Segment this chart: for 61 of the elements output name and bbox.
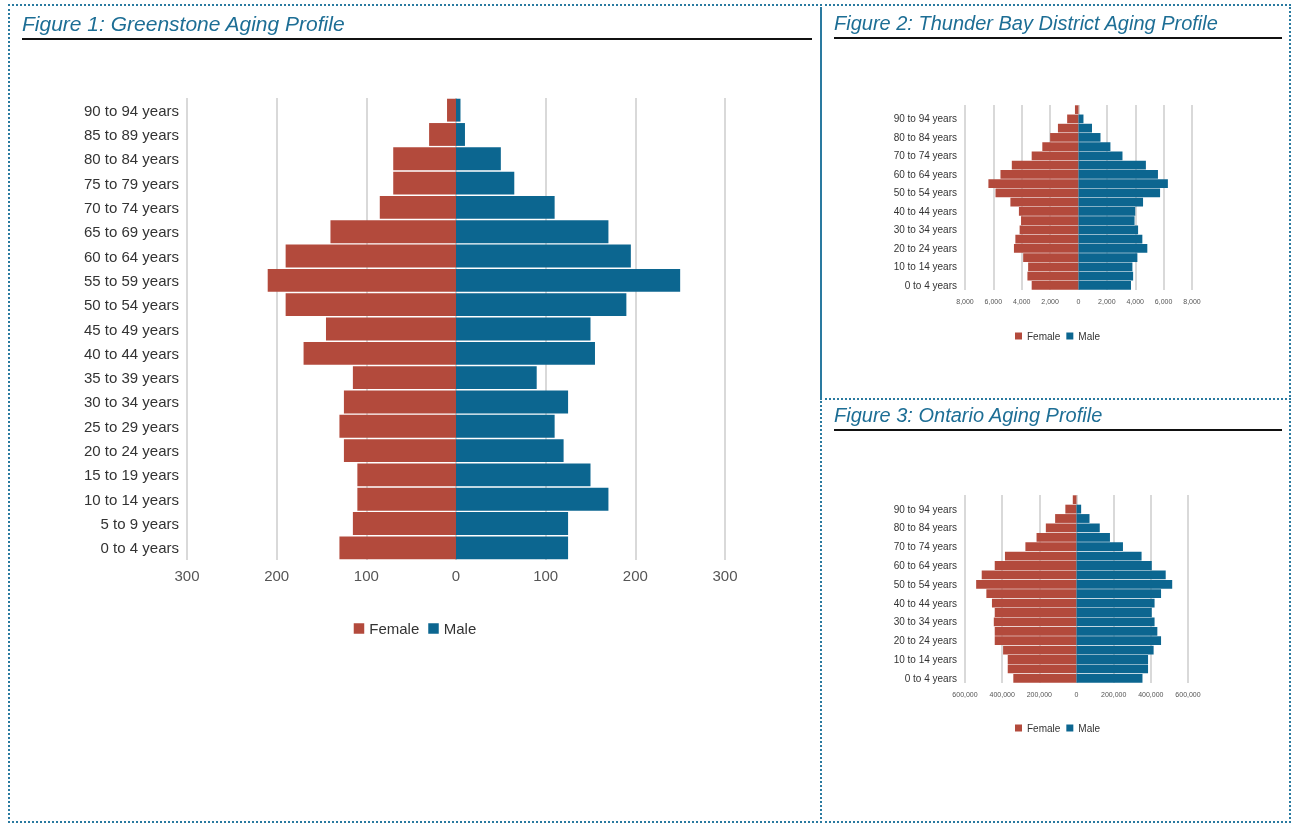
y-tick-label: 45 to 49 years	[83, 320, 179, 338]
y-tick-label: 0 to 4 years	[904, 279, 957, 291]
y-tick-label: 10 to 14 years	[893, 654, 957, 665]
chart-title: Figure 1: Greenstone Aging Profile	[22, 12, 812, 40]
y-tick-label: 0 to 4 years	[100, 539, 179, 557]
y-tick-label: 50 to 54 years	[83, 296, 179, 314]
y-tick-label: 40 to 44 years	[893, 205, 957, 217]
chart-title: Figure 2: Thunder Bay District Aging Profile	[834, 12, 1282, 39]
y-tick-label: 65 to 69 years	[83, 223, 179, 241]
y-tick-label: 55 to 59 years	[83, 271, 179, 289]
bar	[456, 317, 591, 341]
y-tick-label: 30 to 34 years	[83, 393, 179, 411]
bar	[456, 244, 631, 268]
x-tick-label: 300	[712, 567, 738, 584]
y-tick-label: 15 to 19 years	[83, 466, 179, 484]
x-tick-label: 200	[622, 567, 648, 584]
y-tick-label: 5 to 9 years	[100, 515, 179, 533]
y-tick-label: 70 to 74 years	[83, 198, 179, 216]
y-tick-label: 90 to 94 years	[893, 503, 957, 515]
y-tick-label: 80 to 84 years	[893, 522, 957, 534]
y-tick-label: 20 to 24 years	[893, 635, 957, 647]
x-tick-label: 200	[264, 567, 290, 584]
legend-label: Female	[1026, 330, 1061, 342]
legend-label: Male	[1078, 722, 1101, 734]
y-tick-label: 20 to 24 years	[893, 242, 957, 254]
y-tick-label: 0 to 4 years	[904, 672, 957, 684]
y-tick-label: 80 to 84 years	[83, 150, 179, 168]
bar	[285, 244, 456, 268]
y-tick-label: 70 to 74 years	[893, 150, 957, 162]
y-tick-label: 50 to 54 years	[893, 578, 957, 590]
y-tick-label: 60 to 64 years	[83, 247, 179, 265]
legend-label: Female	[1026, 722, 1061, 734]
legend-label: Male	[1078, 330, 1101, 342]
y-tick-label: 30 to 34 years	[893, 224, 957, 236]
x-tick-label: 100	[533, 567, 559, 584]
y-tick-label: 70 to 74 years	[893, 541, 957, 553]
bar	[343, 390, 456, 414]
y-tick-label: 90 to 94 years	[83, 101, 179, 119]
legend-label: Male	[443, 620, 477, 637]
y-tick-label: 10 to 14 years	[893, 261, 957, 273]
y-tick-label: 60 to 64 years	[893, 168, 957, 180]
x-tick-label: 100	[353, 567, 379, 584]
y-tick-label: 10 to 14 years	[83, 490, 179, 508]
y-tick-label: 50 to 54 years	[893, 187, 957, 199]
y-tick-label: 35 to 39 years	[83, 369, 179, 387]
y-tick-label: 60 to 64 years	[893, 560, 957, 571]
x-tick-label: 300	[174, 567, 200, 584]
legend-label: Female	[369, 620, 420, 637]
y-tick-label: 20 to 24 years	[83, 442, 179, 460]
y-tick-label: 25 to 29 years	[83, 417, 179, 435]
y-tick-label: 80 to 84 years	[893, 131, 957, 143]
bar	[456, 390, 569, 414]
y-tick-label: 85 to 89 years	[83, 125, 179, 143]
bar	[325, 317, 456, 341]
x-tick-label: 0	[451, 567, 461, 584]
y-tick-label: 90 to 94 years	[893, 113, 957, 125]
chart-title: Figure 3: Ontario Aging Profile	[834, 404, 1282, 431]
y-tick-label: 75 to 79 years	[83, 174, 179, 192]
y-tick-label: 40 to 44 years	[83, 344, 179, 362]
y-tick-label: 30 to 34 years	[893, 616, 957, 628]
y-tick-label: 40 to 44 years	[893, 597, 957, 609]
